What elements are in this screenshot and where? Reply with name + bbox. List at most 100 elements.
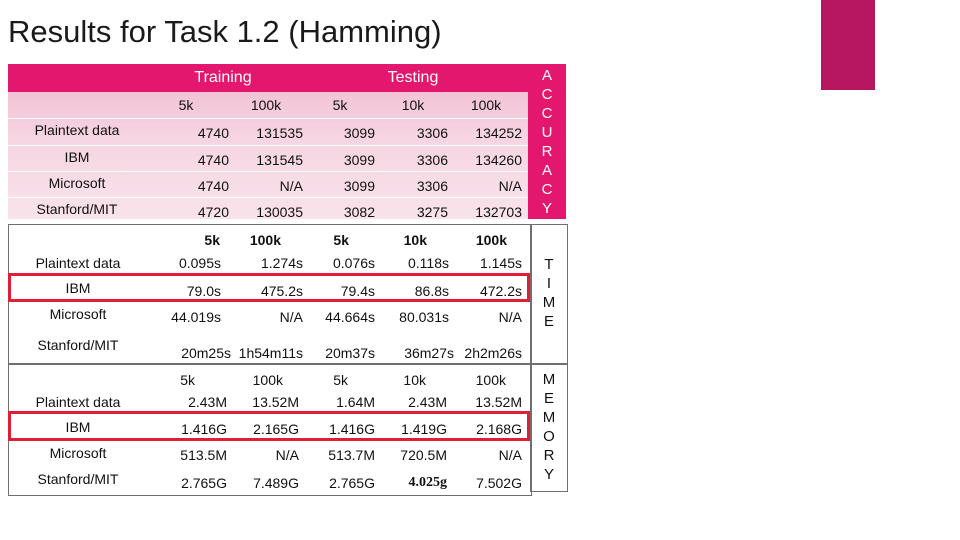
- column-header: 5k: [333, 232, 349, 248]
- table-cell: 2.765G: [181, 475, 227, 491]
- table-cell: 0.118s: [408, 255, 449, 271]
- table-cell: 7.489G: [253, 475, 299, 491]
- table-cell: 3099: [343, 125, 375, 141]
- table-cell: 132703: [475, 204, 522, 220]
- row-label: IBM: [65, 419, 91, 435]
- table-cell: 44.664s: [325, 309, 375, 325]
- table-cell: N/A: [279, 309, 303, 325]
- table-cell: 44.019s: [171, 309, 221, 325]
- column-header: 100k: [470, 97, 502, 113]
- table-cell: 79.0s: [186, 283, 221, 299]
- table-cell: 131535: [256, 125, 303, 141]
- table-cell: 80.031s: [399, 309, 449, 325]
- table-cell: 1.274s: [260, 255, 303, 271]
- column-header: 10k: [403, 372, 426, 388]
- row-label: Microsoft: [48, 175, 106, 191]
- table-cell: 2.43M: [188, 394, 227, 410]
- table-cell: 472.2s: [479, 283, 522, 299]
- accuracy-header-bar: [8, 64, 528, 92]
- table-cell: 20m25s: [181, 345, 231, 361]
- page-title: Results for Task 1.2 (Hamming): [8, 14, 442, 49]
- table-cell: 3306: [416, 178, 448, 194]
- column-header: 100k: [250, 97, 282, 113]
- row-label: Microsoft: [49, 306, 107, 322]
- table-cell: 3082: [343, 204, 375, 220]
- table-cell: N/A: [498, 309, 522, 325]
- table-cell: 3099: [343, 152, 375, 168]
- highlight-row-ibm-memory: [8, 411, 530, 441]
- table-cell: 1.416G: [181, 421, 227, 437]
- column-header: 100k: [249, 232, 281, 248]
- row-label: Stanford/MIT: [36, 201, 118, 217]
- table-cell: 7.502G: [476, 475, 522, 491]
- table-cell: 134252: [475, 125, 522, 141]
- table-cell: 0.095s: [178, 255, 221, 271]
- table-cell: 130035: [256, 204, 303, 220]
- table-cell: 2h2m26s: [464, 345, 522, 361]
- table-cell: 1.416G: [329, 421, 375, 437]
- table-cell: N/A: [498, 178, 522, 194]
- row-label: Plaintext data: [35, 394, 121, 410]
- row-label: Plaintext data: [35, 255, 121, 271]
- row-label: Stanford/MIT: [37, 471, 119, 487]
- table-cell: 20m37s: [325, 345, 375, 361]
- table-cell: 2.43M: [408, 394, 447, 410]
- row-label: IBM: [64, 149, 90, 165]
- table-cell: 79.4s: [340, 283, 375, 299]
- table-cell: 2.168G: [476, 421, 522, 437]
- table-cell: N/A: [275, 447, 299, 463]
- column-header: 5k: [180, 372, 195, 388]
- column-header: 100k: [475, 372, 506, 388]
- table-cell: 4740: [197, 178, 229, 194]
- memory-side-border: [530, 364, 568, 492]
- column-header: 10k: [401, 97, 425, 113]
- table-cell: 1.419G: [401, 421, 447, 437]
- time-side-border: [530, 224, 568, 364]
- table-cell: 13.52M: [252, 394, 299, 410]
- group-label-training: Training: [194, 69, 252, 86]
- table-cell: 3275: [416, 204, 448, 220]
- table-cell: 1.145s: [479, 255, 522, 271]
- column-header: 100k: [475, 232, 507, 248]
- accuracy-side-bar: [528, 64, 566, 219]
- decorative-block: [821, 0, 875, 90]
- column-header: 10k: [403, 232, 427, 248]
- highlight-row-ibm-time: [8, 273, 530, 302]
- row-label: Microsoft: [49, 445, 107, 461]
- column-header: 100k: [252, 372, 283, 388]
- table-cell: 1.64M: [336, 394, 375, 410]
- row-label: Plaintext data: [34, 122, 120, 138]
- table-cell: 36m27s: [404, 345, 454, 361]
- group-label-testing: Testing: [387, 69, 439, 86]
- table-cell: 4720: [197, 204, 229, 220]
- table-cell: 4740: [197, 125, 229, 141]
- table-cell: 0.076s: [332, 255, 375, 271]
- table-cell: 513.7M: [328, 447, 375, 463]
- table-cell: 4.025g: [408, 475, 448, 490]
- table-cell: 134260: [475, 152, 522, 168]
- table-cell: N/A: [279, 178, 303, 194]
- table-cell: 1h54m11s: [238, 345, 303, 361]
- column-header: 5k: [333, 372, 348, 388]
- table-cell: 3099: [343, 178, 375, 194]
- table-cell: 4740: [197, 152, 229, 168]
- column-header: 5k: [204, 232, 220, 248]
- table-cell: 2.165G: [253, 421, 299, 437]
- table-cell: 720.5M: [400, 447, 447, 463]
- table-cell: 86.8s: [414, 283, 449, 299]
- column-header: 5k: [332, 97, 348, 113]
- table-cell: 131545: [256, 152, 303, 168]
- table-cell: 513.5M: [180, 447, 227, 463]
- row-label: IBM: [65, 280, 91, 296]
- row-label: Stanford/MIT: [37, 337, 119, 353]
- table-cell: 2.765G: [329, 475, 375, 491]
- table-cell: 13.52M: [475, 394, 522, 410]
- table-cell: 3306: [416, 125, 448, 141]
- table-cell: N/A: [498, 447, 522, 463]
- table-cell: 3306: [416, 152, 448, 168]
- table-cell: 475.2s: [260, 283, 303, 299]
- column-header: 5k: [178, 97, 194, 113]
